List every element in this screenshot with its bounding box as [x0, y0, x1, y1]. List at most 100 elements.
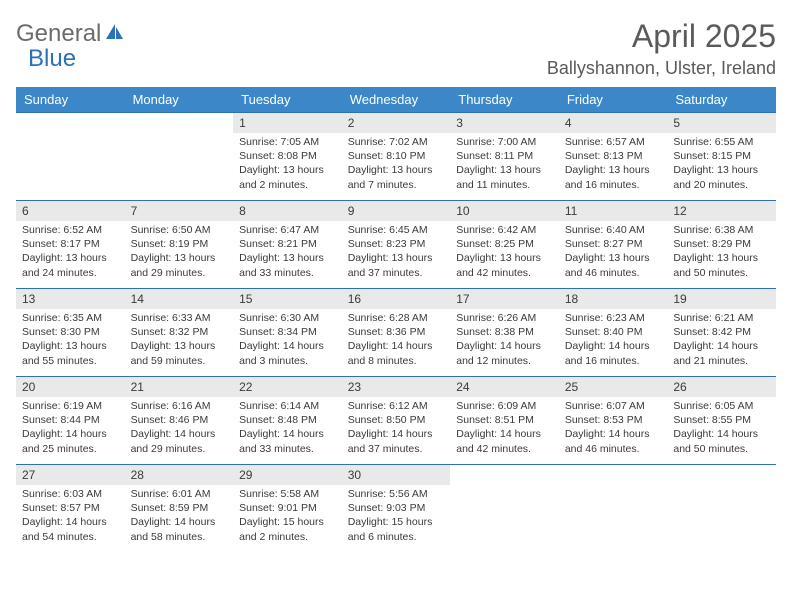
sunset-text: Sunset: 8:13 PM: [565, 149, 662, 163]
sunrise-text: Sunrise: 6:33 AM: [131, 311, 228, 325]
sunrise-text: Sunrise: 6:26 AM: [456, 311, 553, 325]
sunrise-text: Sunrise: 7:00 AM: [456, 135, 553, 149]
day-detail: Sunrise: 6:47 AMSunset: 8:21 PMDaylight:…: [233, 221, 342, 284]
day-number: 2: [342, 113, 451, 133]
daylight-text-1: Daylight: 14 hours: [239, 427, 336, 441]
daylight-text-1: Daylight: 14 hours: [131, 427, 228, 441]
daylight-text-1: Daylight: 14 hours: [456, 339, 553, 353]
day-cell: 16Sunrise: 6:28 AMSunset: 8:36 PMDayligh…: [342, 288, 451, 376]
day-detail: Sunrise: 6:50 AMSunset: 8:19 PMDaylight:…: [125, 221, 234, 284]
daylight-text-2: and 7 minutes.: [348, 178, 445, 192]
sunset-text: Sunset: 8:48 PM: [239, 413, 336, 427]
daylight-text-1: Daylight: 13 hours: [22, 339, 119, 353]
day-number: 3: [450, 113, 559, 133]
sunrise-text: Sunrise: 6:50 AM: [131, 223, 228, 237]
daylight-text-1: Daylight: 13 hours: [239, 251, 336, 265]
day-detail: Sunrise: 5:56 AMSunset: 9:03 PMDaylight:…: [342, 485, 451, 548]
day-cell: 19Sunrise: 6:21 AMSunset: 8:42 PMDayligh…: [667, 288, 776, 376]
sunset-text: Sunset: 8:50 PM: [348, 413, 445, 427]
sunrise-text: Sunrise: 6:16 AM: [131, 399, 228, 413]
sunset-text: Sunset: 8:59 PM: [131, 501, 228, 515]
daylight-text-2: and 20 minutes.: [673, 178, 770, 192]
daylight-text-1: Daylight: 14 hours: [565, 339, 662, 353]
day-number: 25: [559, 377, 668, 397]
daylight-text-2: and 24 minutes.: [22, 266, 119, 280]
daylight-text-2: and 50 minutes.: [673, 266, 770, 280]
daylight-text-2: and 2 minutes.: [239, 178, 336, 192]
day-detail: Sunrise: 6:01 AMSunset: 8:59 PMDaylight:…: [125, 485, 234, 548]
week-row: 1Sunrise: 7:05 AMSunset: 8:08 PMDaylight…: [16, 112, 776, 200]
daylight-text-1: Daylight: 13 hours: [565, 163, 662, 177]
sunrise-text: Sunrise: 6:35 AM: [22, 311, 119, 325]
sunrise-text: Sunrise: 6:05 AM: [673, 399, 770, 413]
sunset-text: Sunset: 8:36 PM: [348, 325, 445, 339]
sunrise-text: Sunrise: 6:21 AM: [673, 311, 770, 325]
day-number: 26: [667, 377, 776, 397]
daylight-text-1: Daylight: 13 hours: [131, 251, 228, 265]
sunrise-text: Sunrise: 6:01 AM: [131, 487, 228, 501]
day-detail: Sunrise: 6:26 AMSunset: 8:38 PMDaylight:…: [450, 309, 559, 372]
day-number: 21: [125, 377, 234, 397]
sunset-text: Sunset: 8:38 PM: [456, 325, 553, 339]
day-cell: 10Sunrise: 6:42 AMSunset: 8:25 PMDayligh…: [450, 200, 559, 288]
day-cell: 23Sunrise: 6:12 AMSunset: 8:50 PMDayligh…: [342, 376, 451, 464]
day-detail: Sunrise: 7:05 AMSunset: 8:08 PMDaylight:…: [233, 133, 342, 196]
day-detail: Sunrise: 6:40 AMSunset: 8:27 PMDaylight:…: [559, 221, 668, 284]
day-detail: Sunrise: 7:02 AMSunset: 8:10 PMDaylight:…: [342, 133, 451, 196]
daylight-text-1: Daylight: 15 hours: [348, 515, 445, 529]
daylight-text-2: and 29 minutes.: [131, 266, 228, 280]
day-detail: Sunrise: 6:19 AMSunset: 8:44 PMDaylight:…: [16, 397, 125, 460]
daylight-text-2: and 16 minutes.: [565, 354, 662, 368]
day-cell: [559, 464, 668, 552]
daylight-text-1: Daylight: 14 hours: [22, 427, 119, 441]
day-cell: 6Sunrise: 6:52 AMSunset: 8:17 PMDaylight…: [16, 200, 125, 288]
day-cell: 1Sunrise: 7:05 AMSunset: 8:08 PMDaylight…: [233, 112, 342, 200]
sunset-text: Sunset: 8:40 PM: [565, 325, 662, 339]
day-number: 24: [450, 377, 559, 397]
sunset-text: Sunset: 8:53 PM: [565, 413, 662, 427]
day-cell: 25Sunrise: 6:07 AMSunset: 8:53 PMDayligh…: [559, 376, 668, 464]
calendar-page: General April 2025 Ballyshannon, Ulster,…: [0, 0, 792, 552]
day-number: 13: [16, 289, 125, 309]
day-number: 19: [667, 289, 776, 309]
sunrise-text: Sunrise: 6:12 AM: [348, 399, 445, 413]
daylight-text-1: Daylight: 14 hours: [456, 427, 553, 441]
day-number: 20: [16, 377, 125, 397]
day-number: 10: [450, 201, 559, 221]
daylight-text-1: Daylight: 13 hours: [131, 339, 228, 353]
sunset-text: Sunset: 8:25 PM: [456, 237, 553, 251]
daylight-text-2: and 16 minutes.: [565, 178, 662, 192]
sunset-text: Sunset: 8:17 PM: [22, 237, 119, 251]
daylight-text-1: Daylight: 14 hours: [673, 427, 770, 441]
day-number: 15: [233, 289, 342, 309]
daylight-text-1: Daylight: 14 hours: [131, 515, 228, 529]
daylight-text-1: Daylight: 13 hours: [456, 251, 553, 265]
day-number: 30: [342, 465, 451, 485]
daylight-text-1: Daylight: 13 hours: [239, 163, 336, 177]
day-detail: Sunrise: 6:12 AMSunset: 8:50 PMDaylight:…: [342, 397, 451, 460]
day-cell: [450, 464, 559, 552]
daylight-text-2: and 54 minutes.: [22, 530, 119, 544]
sunset-text: Sunset: 8:10 PM: [348, 149, 445, 163]
day-number: 29: [233, 465, 342, 485]
sunset-text: Sunset: 8:08 PM: [239, 149, 336, 163]
daylight-text-1: Daylight: 13 hours: [565, 251, 662, 265]
day-detail: Sunrise: 6:16 AMSunset: 8:46 PMDaylight:…: [125, 397, 234, 460]
sunset-text: Sunset: 8:42 PM: [673, 325, 770, 339]
day-cell: 18Sunrise: 6:23 AMSunset: 8:40 PMDayligh…: [559, 288, 668, 376]
calendar-table: SundayMondayTuesdayWednesdayThursdayFrid…: [16, 87, 776, 552]
day-number: 23: [342, 377, 451, 397]
sunset-text: Sunset: 8:57 PM: [22, 501, 119, 515]
daylight-text-2: and 25 minutes.: [22, 442, 119, 456]
day-number: 18: [559, 289, 668, 309]
sunset-text: Sunset: 8:55 PM: [673, 413, 770, 427]
sunset-text: Sunset: 8:34 PM: [239, 325, 336, 339]
daylight-text-2: and 55 minutes.: [22, 354, 119, 368]
sunrise-text: Sunrise: 6:09 AM: [456, 399, 553, 413]
daylight-text-1: Daylight: 14 hours: [565, 427, 662, 441]
day-cell: 24Sunrise: 6:09 AMSunset: 8:51 PMDayligh…: [450, 376, 559, 464]
sunset-text: Sunset: 8:46 PM: [131, 413, 228, 427]
day-number: 14: [125, 289, 234, 309]
weekday-header: Sunday: [16, 87, 125, 112]
day-number: 11: [559, 201, 668, 221]
